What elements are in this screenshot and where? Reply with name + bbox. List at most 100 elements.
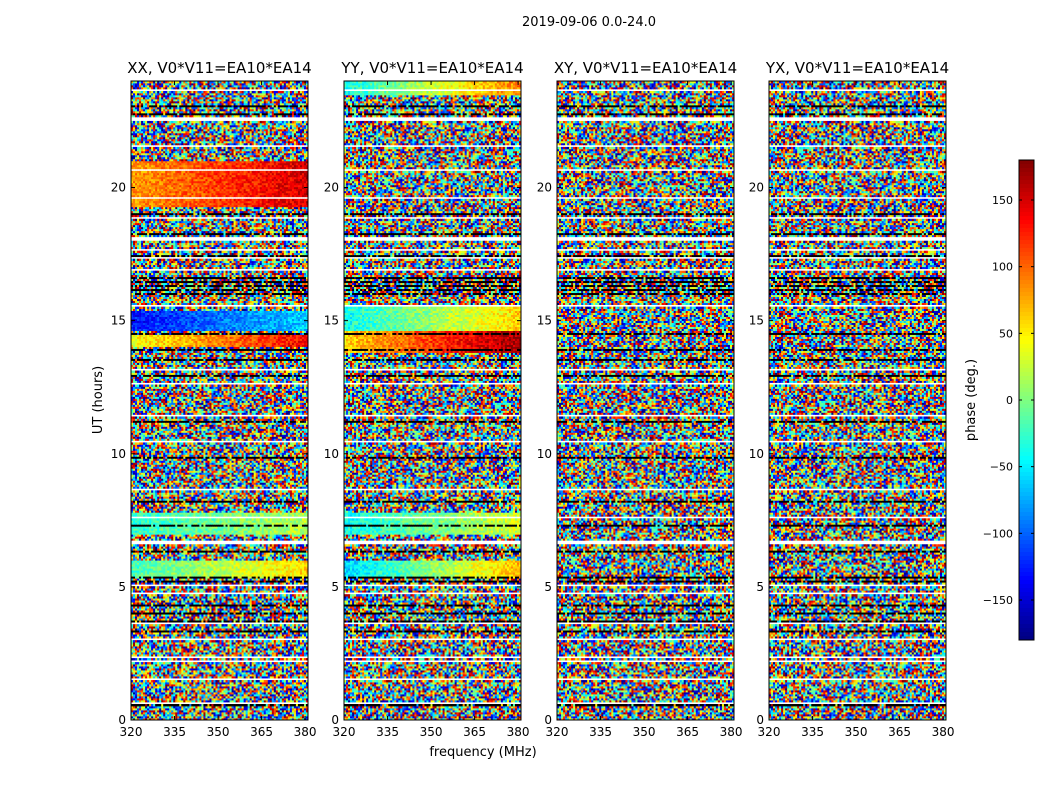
heatmap-cell <box>191 694 193 696</box>
heatmap-cell <box>298 716 300 718</box>
heatmap-cell <box>270 694 272 696</box>
heatmap-cell <box>270 706 272 708</box>
heatmap-cell <box>280 708 282 710</box>
heatmap-cell <box>173 710 175 712</box>
heatmap-cell <box>193 716 195 718</box>
heatmap-cell <box>274 690 276 692</box>
heatmap-cell <box>278 694 280 696</box>
heatmap-cell <box>274 694 276 696</box>
heatmap-cell <box>175 714 177 716</box>
heatmap-cell <box>179 710 181 712</box>
heatmap-cell <box>151 694 153 696</box>
heatmap-cell <box>189 696 191 698</box>
heatmap-cell <box>288 708 290 710</box>
heatmap-cell <box>217 700 219 702</box>
heatmap-cell <box>149 688 151 690</box>
heatmap-cell <box>211 706 213 708</box>
heatmap-cell <box>270 690 272 692</box>
heatmap-cell <box>234 700 236 702</box>
heatmap-cell <box>141 690 143 692</box>
heatmap-cell <box>232 714 234 716</box>
heatmap-cell <box>159 704 161 706</box>
heatmap-cell <box>300 716 302 718</box>
heatmap-cell <box>183 696 185 698</box>
heatmap-cell <box>135 708 137 710</box>
heatmap-cell <box>262 716 264 718</box>
heatmap-cell <box>300 714 302 716</box>
heatmap-cell <box>187 688 189 690</box>
heatmap-cell <box>215 700 217 702</box>
heatmap-cell <box>234 716 236 718</box>
heatmap-cell <box>298 714 300 716</box>
heatmap-cell <box>292 714 294 716</box>
heatmap-cell <box>254 710 256 712</box>
heatmap-cell <box>302 688 304 690</box>
heatmap-cell <box>207 714 209 716</box>
heatmap-cell <box>298 710 300 712</box>
heatmap-cell <box>290 696 292 698</box>
heatmap-cell <box>220 710 222 712</box>
heatmap-cell <box>304 708 306 710</box>
heatmap-cell <box>256 710 258 712</box>
heatmap-cell <box>266 710 268 712</box>
heatmap-cell <box>161 708 163 710</box>
heatmap-cell <box>171 696 173 698</box>
heatmap-cell <box>169 706 171 708</box>
heatmap-cell <box>137 690 139 692</box>
heatmap-cell <box>137 688 139 690</box>
heatmap-cell <box>272 716 274 718</box>
heatmap-cell <box>260 706 262 708</box>
heatmap-cell <box>173 708 175 710</box>
heatmap-cell <box>211 708 213 710</box>
heatmap-cell <box>302 710 304 712</box>
heatmap-cell <box>141 706 143 708</box>
heatmap-cell <box>220 714 222 716</box>
heatmap-cell <box>181 694 183 696</box>
heatmap-cell <box>302 704 304 706</box>
heatmap-cell <box>242 710 244 712</box>
heatmap-cell <box>248 700 250 702</box>
heatmap-cell <box>213 710 215 712</box>
heatmap-cell <box>248 716 250 718</box>
heatmap-cell <box>201 706 203 708</box>
heatmap-cell <box>185 716 187 718</box>
heatmap-cell <box>290 710 292 712</box>
heatmap-cell <box>270 710 272 712</box>
heatmap-cell <box>145 714 147 716</box>
heatmap-cell <box>193 714 195 716</box>
heatmap-cell <box>244 716 246 718</box>
heatmap-cell <box>302 714 304 716</box>
heatmap-cell <box>294 708 296 710</box>
heatmap-cell <box>145 700 147 702</box>
heatmap-cell <box>264 708 266 710</box>
heatmap-cell <box>304 710 306 712</box>
heatmap-cell <box>292 690 294 692</box>
heatmap-cell <box>226 706 228 708</box>
heatmap-cell <box>260 704 262 706</box>
heatmap-cell <box>173 696 175 698</box>
heatmap-cell <box>278 690 280 692</box>
heatmap-cell <box>141 700 143 702</box>
heatmap-cell <box>149 696 151 698</box>
heatmap-cell <box>203 704 205 706</box>
heatmap-cell <box>175 696 177 698</box>
heatmap-cell <box>272 688 274 690</box>
heatmap-cell <box>189 690 191 692</box>
heatmap-cell <box>161 714 163 716</box>
heatmap-cell <box>199 704 201 706</box>
heatmap-cell <box>203 710 205 712</box>
heatmap-cell <box>197 694 199 696</box>
heatmap-cell <box>167 690 169 692</box>
heatmap-cell <box>258 690 260 692</box>
heatmap-cell <box>302 696 304 698</box>
heatmap-cell <box>181 696 183 698</box>
heatmap-cell <box>155 688 157 690</box>
heatmap-cell <box>135 716 137 718</box>
heatmap-cell <box>268 714 270 716</box>
heatmap-cell <box>282 716 284 718</box>
heatmap-cell <box>250 694 252 696</box>
heatmap-cell <box>232 688 234 690</box>
heatmap-cell <box>302 716 304 718</box>
heatmap-cell <box>232 704 234 706</box>
heatmap-cell <box>135 688 137 690</box>
